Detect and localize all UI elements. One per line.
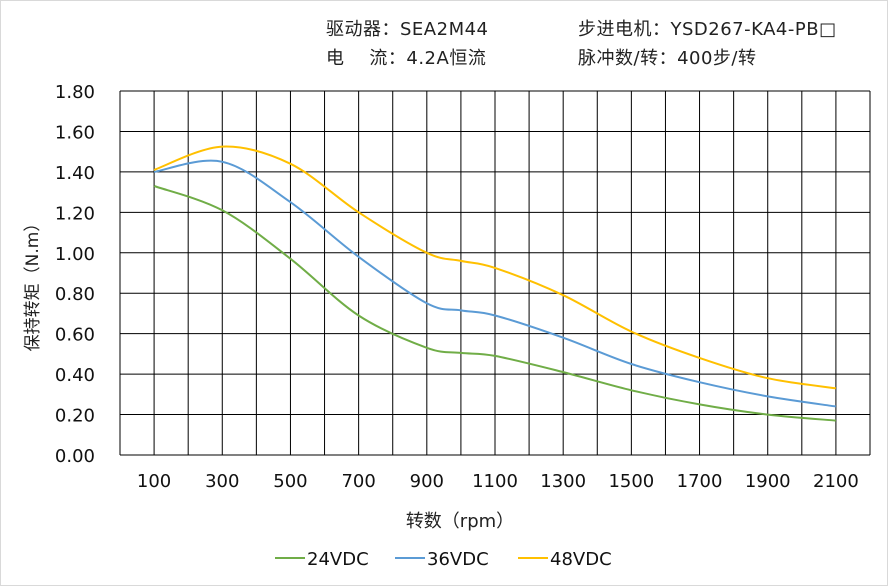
x-tick-label: 300 [205, 471, 239, 492]
y-tick-label: 0.60 [55, 325, 95, 346]
x-tick-label: 700 [341, 471, 375, 492]
x-tick-label: 1500 [608, 471, 654, 492]
series-lines [153, 145, 837, 422]
x-axis-label: 转数（rpm） [406, 511, 514, 532]
y-tick-label: 1.80 [55, 82, 95, 103]
x-tick-labels: 100 300 500 700 900 1100 1300 1500 1700 1900 2100 [137, 471, 859, 492]
series-line-48vdc [153, 145, 837, 390]
y-tick-label: 0.00 [55, 446, 95, 467]
x-tick-label: 1700 [677, 471, 723, 492]
legend-label: 48VDC [550, 549, 612, 570]
y-tick-label: 1.60 [55, 122, 95, 143]
x-tick-label: 1900 [745, 471, 791, 492]
pulse-info: 脉冲数/转：400步/转 [578, 48, 757, 69]
current-info: 电 流：4.2A恒流 [326, 48, 487, 69]
y-tick-label: 1.20 [55, 203, 95, 224]
y-tick-label: 0.20 [55, 406, 95, 427]
y-tick-label: 0.40 [55, 365, 95, 386]
y-tick-label: 1.40 [55, 163, 95, 184]
x-tick-label: 1300 [540, 471, 586, 492]
y-axis-label: 保持转矩（N.m） [23, 215, 43, 352]
y-tick-label: 1.00 [55, 244, 95, 265]
x-tick-label: 1100 [472, 471, 518, 492]
driver-info: 驱动器：SEA2M44 [326, 19, 489, 40]
y-tick-label: 0.80 [55, 284, 95, 305]
x-tick-label: 900 [410, 471, 444, 492]
y-tick-labels: 0.00 0.20 0.40 0.60 0.80 1.00 1.20 1.40 1.60 1.80 [55, 82, 95, 467]
motor-info: 步进电机：YSD267-KA4-PB□ [578, 19, 837, 40]
x-tick-label: 100 [137, 471, 171, 492]
grid [119, 90, 871, 456]
series-line-24vdc [153, 185, 836, 422]
x-tick-label: 500 [273, 471, 307, 492]
legend: 24VDC 36VDC 48VDC [275, 549, 612, 570]
legend-label: 36VDC [427, 549, 489, 570]
legend-label: 24VDC [307, 549, 369, 570]
series-line-36vdc [153, 159, 837, 408]
x-tick-label: 2100 [813, 471, 859, 492]
